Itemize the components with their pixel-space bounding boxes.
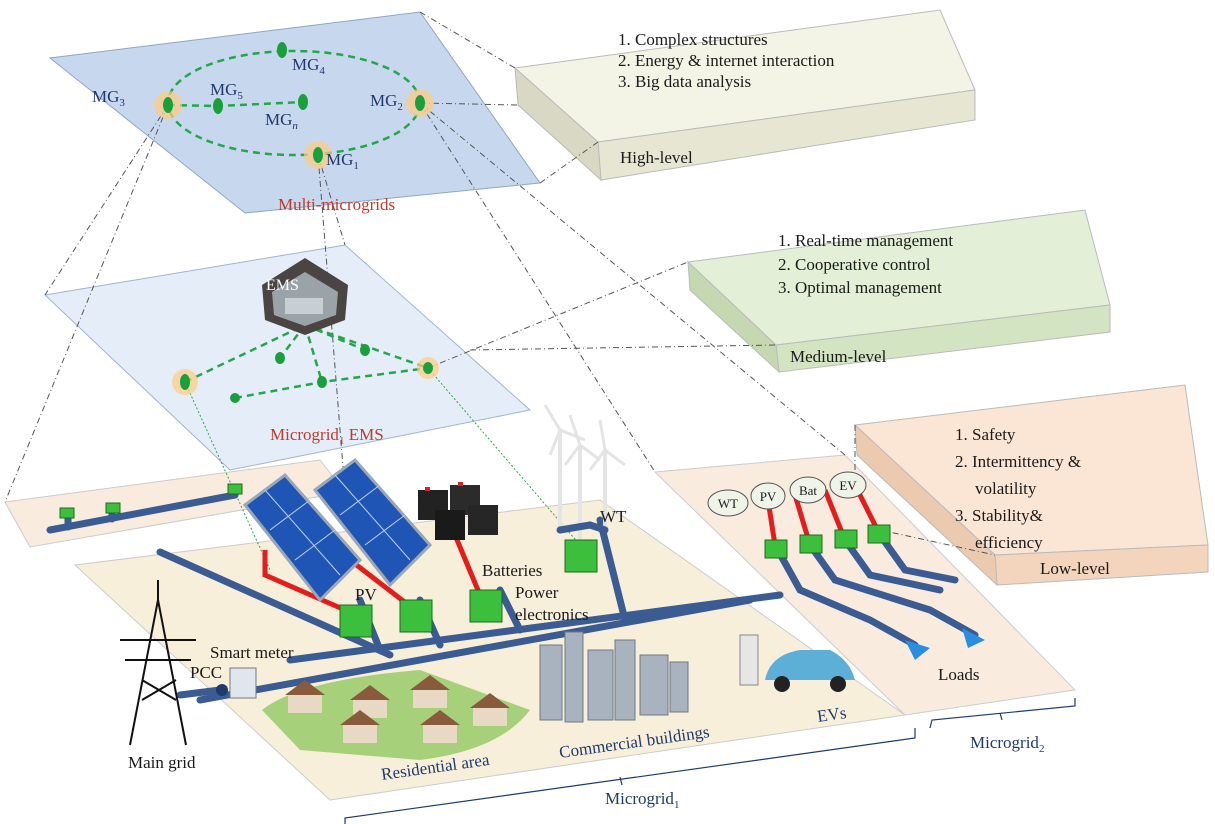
pcc-point: [216, 684, 228, 696]
level-item: efficiency: [975, 533, 1043, 552]
level-item: 2. Cooperative control: [778, 255, 931, 274]
bracket-label: Microgrid2: [970, 733, 1044, 755]
level-item: 1. Complex structures: [618, 30, 768, 49]
pcc-label: PCC: [190, 663, 222, 682]
level-item: 3. Big data analysis: [618, 72, 751, 91]
loads-label: Loads: [938, 665, 980, 684]
level-item: 1. Safety: [955, 425, 1016, 444]
power-electronics-label: electronics: [515, 605, 589, 624]
diagram: MG1 MG2 MG3 MG4 MG5 MGn Multi-microgrids…: [0, 0, 1215, 824]
level-item: 2. Energy & internet interaction: [618, 51, 835, 70]
source-label: Bat: [799, 483, 817, 498]
plane-label: Microgrid1 EMS: [270, 425, 384, 447]
plane-label: Multi-microgrids: [278, 195, 395, 214]
smart-meter: [230, 668, 256, 698]
level-item: 1. Real-time management: [778, 231, 953, 250]
bracket-label: Microgrid1: [605, 789, 679, 811]
level-title: High-level: [620, 148, 693, 167]
level-item: volatility: [975, 479, 1037, 498]
source-label: WT: [718, 496, 738, 511]
top-plane: [50, 12, 540, 213]
ev-charger: [740, 635, 758, 685]
level-title: Medium-level: [790, 347, 887, 366]
level-title: Low-level: [1040, 559, 1110, 578]
smart-meter-label: Smart meter: [210, 643, 294, 662]
batteries-label: Batteries: [482, 561, 542, 580]
level-item: 3. Optimal management: [778, 278, 942, 297]
level-item: 3. Stability&: [955, 506, 1043, 525]
source-label: PV: [760, 489, 777, 504]
power-electronics-label: Power: [515, 583, 559, 602]
evs-label: EVs: [816, 703, 848, 726]
pv-label: PV: [355, 585, 377, 604]
source-label: EV: [839, 478, 857, 493]
wt-label: WT: [600, 507, 627, 526]
ems-label: EMS: [266, 277, 299, 294]
level-item: 2. Intermittency &: [955, 452, 1081, 471]
main-grid-label: Main grid: [128, 753, 196, 772]
